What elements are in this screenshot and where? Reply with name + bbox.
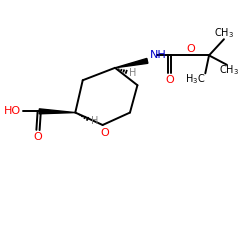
Text: O: O	[186, 44, 195, 54]
Text: HO: HO	[4, 106, 21, 116]
Text: CH$_3$: CH$_3$	[214, 26, 234, 40]
Polygon shape	[39, 109, 75, 114]
Text: O: O	[34, 132, 42, 142]
Text: H: H	[91, 116, 98, 126]
Text: H$_3$C: H$_3$C	[185, 72, 206, 86]
Text: O: O	[100, 128, 109, 138]
Polygon shape	[115, 58, 148, 68]
Text: NH: NH	[150, 50, 166, 60]
Text: O: O	[166, 75, 174, 85]
Text: CH$_3$: CH$_3$	[220, 64, 240, 77]
Text: H: H	[129, 68, 137, 78]
